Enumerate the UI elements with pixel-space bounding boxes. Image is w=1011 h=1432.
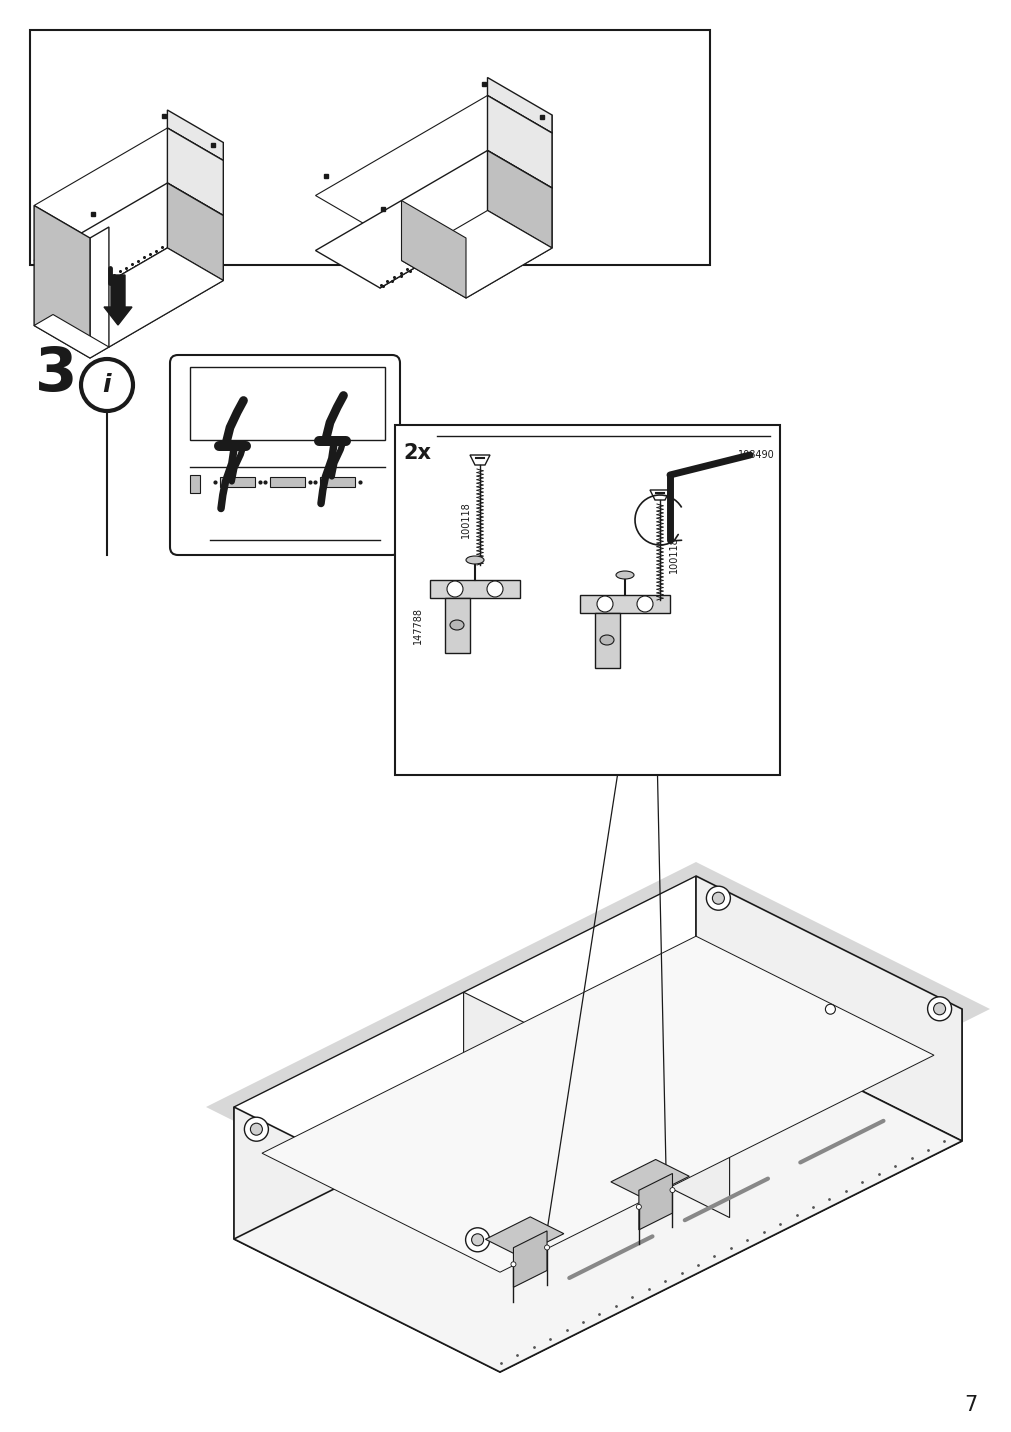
- Text: 2x: 2x: [402, 442, 431, 463]
- Polygon shape: [379, 133, 551, 288]
- Circle shape: [486, 581, 502, 597]
- Polygon shape: [401, 200, 465, 298]
- Polygon shape: [34, 127, 223, 238]
- Polygon shape: [90, 143, 223, 238]
- Polygon shape: [315, 150, 551, 288]
- Polygon shape: [499, 1010, 961, 1372]
- Circle shape: [669, 1187, 674, 1193]
- Polygon shape: [485, 1217, 563, 1256]
- Polygon shape: [649, 490, 669, 500]
- Bar: [394, 425, 779, 775]
- Polygon shape: [430, 580, 520, 599]
- Text: 7: 7: [963, 1395, 977, 1415]
- Circle shape: [927, 997, 950, 1021]
- Polygon shape: [469, 455, 489, 465]
- Polygon shape: [487, 77, 551, 133]
- Polygon shape: [234, 1107, 499, 1372]
- Polygon shape: [513, 1232, 547, 1287]
- Polygon shape: [579, 596, 669, 613]
- Polygon shape: [379, 115, 551, 233]
- Ellipse shape: [616, 571, 633, 579]
- Polygon shape: [234, 1008, 961, 1372]
- Polygon shape: [465, 188, 551, 298]
- Bar: [270, 477, 304, 487]
- Ellipse shape: [600, 634, 614, 644]
- Circle shape: [933, 1002, 944, 1015]
- Polygon shape: [487, 150, 551, 248]
- Circle shape: [245, 1117, 268, 1141]
- Circle shape: [447, 581, 463, 597]
- Polygon shape: [611, 1160, 688, 1199]
- Circle shape: [511, 1262, 516, 1267]
- Polygon shape: [90, 228, 109, 358]
- Polygon shape: [315, 96, 551, 233]
- Polygon shape: [34, 315, 109, 358]
- Circle shape: [471, 1234, 483, 1246]
- Text: 100118: 100118: [668, 537, 678, 573]
- Polygon shape: [167, 110, 223, 160]
- Bar: [319, 477, 355, 487]
- Circle shape: [544, 1244, 549, 1250]
- Ellipse shape: [465, 556, 483, 564]
- Circle shape: [712, 892, 724, 904]
- Polygon shape: [53, 248, 223, 347]
- Polygon shape: [34, 183, 223, 294]
- Polygon shape: [696, 876, 961, 1141]
- Polygon shape: [167, 183, 223, 281]
- Circle shape: [636, 596, 652, 611]
- Circle shape: [596, 596, 613, 611]
- Polygon shape: [206, 862, 989, 1254]
- Circle shape: [825, 1004, 834, 1014]
- Polygon shape: [234, 876, 696, 1239]
- Circle shape: [636, 1204, 641, 1210]
- Polygon shape: [167, 127, 223, 215]
- FancyArrow shape: [104, 275, 131, 325]
- Circle shape: [81, 359, 132, 411]
- Circle shape: [465, 1227, 489, 1252]
- Circle shape: [706, 886, 730, 911]
- Polygon shape: [90, 160, 223, 294]
- Bar: [30, 30, 710, 265]
- Polygon shape: [401, 211, 551, 298]
- Polygon shape: [463, 992, 729, 1217]
- Polygon shape: [262, 937, 933, 1272]
- Text: 100118: 100118: [461, 501, 470, 538]
- Text: 108490: 108490: [737, 450, 774, 460]
- Text: 147788: 147788: [412, 607, 423, 643]
- Bar: [219, 477, 255, 487]
- Polygon shape: [487, 96, 551, 188]
- Bar: [190, 475, 200, 493]
- Circle shape: [250, 1123, 262, 1136]
- Text: i: i: [102, 372, 111, 397]
- Polygon shape: [34, 206, 90, 358]
- Polygon shape: [638, 1173, 672, 1230]
- Bar: [594, 613, 620, 667]
- Bar: [190, 367, 384, 440]
- Ellipse shape: [450, 620, 463, 630]
- Polygon shape: [109, 215, 223, 347]
- Bar: [445, 599, 469, 653]
- Text: 3: 3: [35, 345, 78, 404]
- FancyBboxPatch shape: [170, 355, 399, 556]
